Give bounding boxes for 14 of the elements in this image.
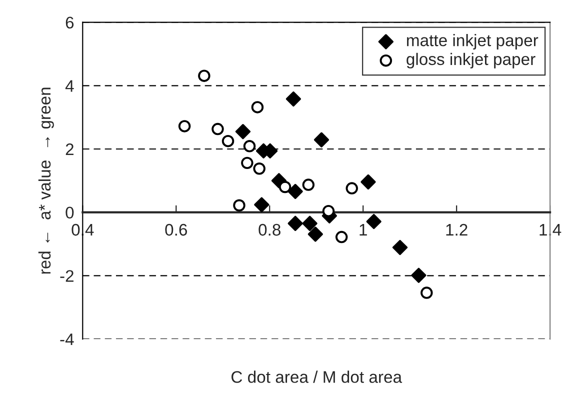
y-tick-label: -2 — [60, 270, 74, 282]
x-tick-label: 1.2 — [446, 224, 468, 236]
y-tick-label: 6 — [66, 16, 74, 29]
legend-label: gloss inkjet paper — [406, 52, 536, 68]
x-tick-label: 0.6 — [165, 224, 187, 236]
legend-label: matte inkjet paper — [407, 34, 538, 50]
y-tick-label: 0 — [66, 206, 74, 219]
y-tick-label: 4 — [65, 80, 74, 92]
x-tick-label: 1 — [360, 224, 367, 236]
x-tick-label: 0.8 — [258, 224, 280, 236]
y-tick-label: 2 — [66, 143, 74, 156]
y-axis-title: red ← a* value → green — [38, 88, 54, 274]
x-axis-title: C dot area / M dot area — [232, 370, 402, 383]
y-tick-label: -4 — [60, 334, 74, 346]
